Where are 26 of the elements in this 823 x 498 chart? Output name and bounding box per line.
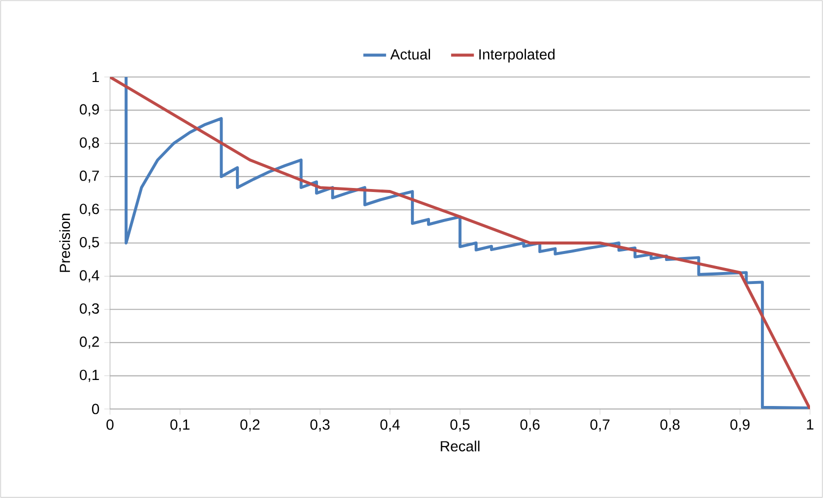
y-tick-label: 0,7 <box>80 170 99 183</box>
x-tick-label: 0,5 <box>450 419 470 432</box>
y-tick-label: 0,8 <box>80 137 99 150</box>
y-tick-label: 0,3 <box>80 303 99 316</box>
x-axis-title: Recall <box>440 440 480 452</box>
y-tick-label: 0,5 <box>80 236 99 250</box>
legend-label: Actual <box>390 48 430 60</box>
x-tick-label: 0,8 <box>660 419 680 432</box>
x-tick-label: 1 <box>807 419 814 430</box>
y-axis-title: Precision <box>59 214 70 272</box>
y-tick-label: 0,4 <box>80 270 100 282</box>
y-tick-label: 0,9 <box>80 104 99 116</box>
x-tick-label: 0,6 <box>520 419 540 432</box>
y-tick-label: 0 <box>92 404 100 414</box>
y-tick-label: 0,6 <box>80 204 99 216</box>
y-tick-label: 0,1 <box>80 370 99 382</box>
y-tick-label: 0,2 <box>80 336 99 349</box>
x-tick-label: 0 <box>106 419 114 430</box>
x-tick-label: 0,1 <box>170 419 190 432</box>
x-tick-label: 0,4 <box>380 419 400 432</box>
x-tick-label: 0,9 <box>730 419 750 432</box>
x-tick-label: 0,7 <box>590 419 610 432</box>
x-tick-label: 0,2 <box>240 419 260 432</box>
y-tick-label: 1 <box>92 72 99 82</box>
legend-label: Interpolated <box>479 48 555 62</box>
x-tick-label: 0,3 <box>310 419 330 432</box>
